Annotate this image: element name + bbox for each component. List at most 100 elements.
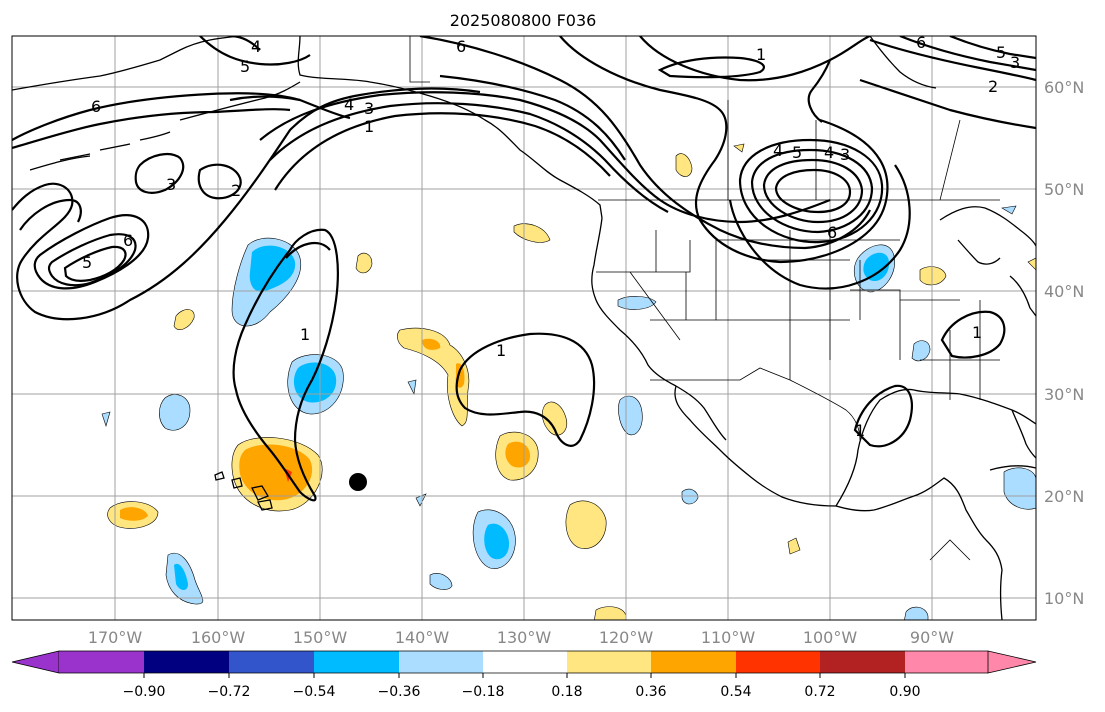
colorbar-tick-label: −0.18 — [462, 684, 505, 700]
contour-label: 4 — [824, 143, 834, 162]
contour-label: 3 — [840, 145, 850, 164]
colorbar-tick-label: 0.54 — [720, 684, 751, 700]
positive-anomaly-patch — [422, 338, 441, 350]
contour-label: 6 — [916, 33, 926, 52]
lon-label: 100°W — [803, 628, 858, 647]
positive-anomaly-patch — [1027, 257, 1036, 271]
positive-anomaly-patch — [565, 500, 607, 549]
lon-label: 150°W — [293, 628, 348, 647]
lat-label: 20°N — [1044, 487, 1084, 506]
colorbar: −0.90 −0.72 −0.54 −0.36 −0.18 0.18 0.36 … — [11, 650, 1037, 700]
colorbar-segment — [567, 651, 651, 673]
lon-label: 120°W — [599, 628, 654, 647]
black-dot-marker — [349, 473, 367, 491]
lon-label: 130°W — [497, 628, 552, 647]
colorbar-tick-label: −0.90 — [123, 684, 166, 700]
colorbar-extend-low — [11, 650, 60, 674]
shaded-fields — [101, 143, 1036, 620]
lat-label: 50°N — [1044, 180, 1084, 199]
contour-label: 4 — [344, 95, 354, 114]
colorbar-segment — [399, 651, 483, 673]
contour-label: 6 — [91, 97, 101, 116]
longitude-labels: 170°W 160°W 150°W 140°W 130°W 120°W 110°… — [88, 628, 954, 647]
negative-anomaly-patch — [159, 394, 191, 431]
map-frame — [11, 35, 1037, 621]
contour-label: 3 — [1010, 53, 1020, 72]
lat-label: 60°N — [1044, 78, 1084, 97]
lat-label: 10°N — [1044, 589, 1084, 608]
positive-anomaly-patch — [733, 143, 745, 153]
negative-anomaly-patch — [617, 296, 657, 310]
contour-label: 1 — [972, 323, 982, 342]
negative-anomaly-patch — [911, 340, 931, 362]
negative-anomaly-patch — [174, 563, 188, 590]
contour-label: 5 — [240, 57, 250, 76]
contour-lines — [12, 36, 1036, 502]
contour-label: 1 — [364, 117, 374, 136]
colorbar-segment — [736, 651, 820, 673]
negative-anomaly-patch — [1001, 205, 1017, 215]
contour-label: 2 — [988, 77, 998, 96]
contour-label: 5 — [82, 253, 92, 272]
colorbar-segment — [314, 651, 399, 673]
colorbar-tick-label: −0.72 — [208, 684, 251, 700]
colorbar-segment — [59, 651, 144, 673]
contour-label: 4 — [773, 141, 783, 160]
colorbar-segment — [820, 651, 905, 673]
lon-label: 140°W — [395, 628, 450, 647]
positive-anomaly-patch — [541, 401, 568, 436]
negative-anomaly-patch — [1003, 467, 1036, 510]
contour-label: 1 — [855, 421, 865, 440]
lon-label: 110°W — [701, 628, 756, 647]
graticule — [12, 36, 1036, 620]
negative-anomaly-patch — [407, 379, 417, 395]
lat-label: 30°N — [1044, 385, 1084, 404]
lon-label: 160°W — [191, 628, 246, 647]
colorbar-segment — [229, 651, 314, 673]
colorbar-tick-label: 0.36 — [635, 684, 666, 700]
positive-anomaly-patch — [594, 606, 627, 620]
negative-anomaly-patch — [429, 573, 453, 590]
contour-label: 5 — [996, 43, 1006, 62]
positive-anomaly-patch — [173, 309, 195, 330]
colorbar-tick-label: −0.54 — [293, 684, 336, 700]
contour-label: 6 — [827, 223, 837, 242]
positive-anomaly-patch — [355, 252, 373, 274]
lon-label: 170°W — [88, 628, 143, 647]
colorbar-segment — [144, 651, 229, 673]
colorbar-tick-label: 0.18 — [551, 684, 582, 700]
positive-anomaly-patch — [120, 507, 148, 521]
colorbar-segment — [483, 651, 567, 673]
negative-anomaly-patch — [484, 523, 510, 560]
map-title: 2025080800 F036 — [450, 11, 597, 30]
positive-anomaly-patch — [397, 327, 470, 427]
contour-label: 5 — [792, 143, 802, 162]
negative-anomaly-patch — [904, 606, 929, 620]
contour-label: 1 — [496, 341, 506, 360]
positive-anomaly-patch — [675, 153, 693, 177]
contour-label: 1 — [756, 45, 766, 64]
colorbar-segment — [651, 651, 736, 673]
contour-labels: 4 5 6 6 3 2 6 5 4 3 1 1 1 6 5 3 2 1 4 5 … — [82, 33, 1020, 440]
contour-label: 6 — [456, 37, 466, 56]
contour-label: 1 — [300, 325, 310, 344]
contour-label: 4 — [251, 37, 261, 56]
lat-label: 40°N — [1044, 282, 1084, 301]
latitude-labels: 60°N 50°N 40°N 30°N 20°N 10°N — [1044, 78, 1084, 608]
lon-label: 90°W — [910, 628, 954, 647]
colorbar-tick-label: 0.90 — [889, 684, 920, 700]
negative-anomaly-patch — [101, 411, 111, 428]
borders — [409, 36, 1000, 561]
contour-label: 3 — [364, 99, 374, 118]
colorbar-extend-high — [987, 650, 1037, 674]
contour-label: 6 — [123, 231, 133, 250]
positive-anomaly-patch — [513, 223, 551, 243]
colorbar-tick-label: 0.72 — [804, 684, 835, 700]
negative-anomaly-patch — [863, 252, 890, 282]
colorbar-tick-label: −0.36 — [378, 684, 421, 700]
contour-label: 3 — [166, 175, 176, 194]
negative-anomaly-patch — [681, 488, 699, 505]
colorbar-segment — [905, 651, 988, 673]
positive-anomaly-patch — [919, 266, 947, 286]
